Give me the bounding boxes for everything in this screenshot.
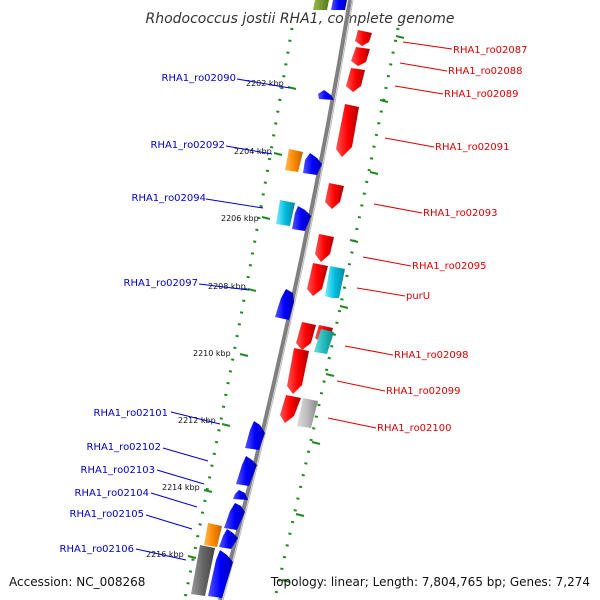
gene-label-right[interactable]: RHA1_ro02099 bbox=[386, 386, 461, 397]
gene-rha1-ro02093[interactable] bbox=[325, 183, 344, 209]
tick-label: 2216 kbp bbox=[146, 550, 184, 559]
gene-rha1-ro02099[interactable] bbox=[287, 348, 309, 394]
gene-rha1-ro02106-gray[interactable] bbox=[191, 545, 215, 596]
gene-rha1-ro02098-b[interactable] bbox=[314, 329, 334, 354]
top-gene-blue bbox=[331, 0, 347, 10]
gene-rha1-ro02088[interactable] bbox=[351, 47, 370, 66]
gene-label-left[interactable]: RHA1_ro02104 bbox=[75, 488, 150, 499]
accession-text: Accession: NC_008268 bbox=[9, 575, 145, 589]
left-labels: RHA1_ro02090 RHA1_ro02092 RHA1_ro02094 R… bbox=[60, 73, 237, 555]
right-leader-lines bbox=[327, 41, 453, 429]
gene-rha1-ro02097[interactable] bbox=[275, 289, 294, 320]
forward-genes bbox=[280, 30, 372, 428]
gene-rha1-ro02092-blue[interactable] bbox=[303, 153, 322, 175]
gene-label-right[interactable]: RHA1_ro02089 bbox=[444, 89, 519, 100]
gene-rha1-ro02100-b[interactable] bbox=[297, 398, 318, 428]
gene-label-right[interactable]: RHA1_ro02088 bbox=[448, 66, 523, 77]
gene-rha1-ro02087[interactable] bbox=[355, 30, 372, 46]
gene-label-right[interactable]: RHA1_ro02093 bbox=[423, 208, 498, 219]
gene-label-left[interactable]: RHA1_ro02094 bbox=[132, 193, 207, 204]
gene-rha1-ro02104[interactable] bbox=[224, 503, 245, 530]
tick-label: 2208 kbp bbox=[208, 282, 246, 291]
gene-rha1-ro02090[interactable] bbox=[318, 90, 334, 100]
gene-rha1-ro02105-orange[interactable] bbox=[204, 523, 222, 547]
reverse-genes bbox=[191, 0, 347, 598]
gene-rha1-ro02094-cyan[interactable] bbox=[276, 200, 295, 226]
gene-rha1-ro02089[interactable] bbox=[346, 68, 365, 92]
gene-rha1-ro02105-blue[interactable] bbox=[219, 529, 238, 549]
gene-rha1-ro02102[interactable] bbox=[236, 456, 257, 486]
gene-rha1-ro02091[interactable] bbox=[336, 104, 359, 157]
tick-marks bbox=[187, 35, 405, 583]
left-leader-lines bbox=[135, 78, 291, 561]
gene-label-left[interactable]: RHA1_ro02090 bbox=[162, 73, 237, 84]
gene-label-right[interactable]: RHA1_ro02091 bbox=[435, 142, 510, 153]
gene-rha1-ro02095a[interactable] bbox=[315, 234, 334, 262]
genome-title: Rhodococcus jostii RHA1, complete genome bbox=[145, 11, 454, 27]
right-track bbox=[273, 27, 400, 599]
gene-label-left[interactable]: RHA1_ro02097 bbox=[124, 278, 199, 289]
gene-label-right[interactable]: RHA1_ro02098 bbox=[394, 350, 469, 361]
tick-label: 2204 kbp bbox=[234, 147, 272, 156]
gene-rha1-ro02092-orange[interactable] bbox=[285, 149, 303, 172]
tick-label: 2214 kbp bbox=[162, 483, 200, 492]
gene-label-left[interactable]: RHA1_ro02106 bbox=[60, 544, 135, 555]
gene-label-right[interactable]: RHA1_ro02087 bbox=[453, 45, 528, 56]
gene-label-left[interactable]: RHA1_ro02103 bbox=[81, 465, 156, 476]
tick-label: 2206 kbp bbox=[221, 214, 259, 223]
topology-text: Topology: linear; Length: 7,804,765 bp; … bbox=[270, 575, 590, 589]
tick-label: 2210 kbp bbox=[193, 349, 231, 358]
gene-rha1-ro02097-fw[interactable] bbox=[296, 322, 316, 350]
gene-label-right[interactable]: purU bbox=[406, 291, 430, 302]
top-gene-green bbox=[313, 0, 329, 10]
gene-label-left[interactable]: RHA1_ro02102 bbox=[87, 442, 162, 453]
tick-labels: 2202 kbp 2204 kbp 2206 kbp 2208 kbp 2210… bbox=[146, 79, 284, 559]
gene-rha1-ro02095b[interactable] bbox=[307, 263, 328, 296]
tick-label: 2212 kbp bbox=[178, 416, 216, 425]
gene-purU[interactable] bbox=[325, 266, 345, 298]
gene-label-left[interactable]: RHA1_ro02101 bbox=[94, 408, 169, 419]
gene-rha1-ro02094-blue[interactable] bbox=[292, 206, 311, 231]
gene-label-left[interactable]: RHA1_ro02092 bbox=[151, 140, 226, 151]
gene-label-right[interactable]: RHA1_ro02095 bbox=[412, 261, 487, 272]
gene-rha1-ro02100-a[interactable] bbox=[280, 395, 301, 423]
gene-label-left[interactable]: RHA1_ro02105 bbox=[70, 509, 145, 520]
gene-rha1-ro02106-blue[interactable] bbox=[208, 550, 233, 598]
right-labels: RHA1_ro02087 RHA1_ro02088 RHA1_ro02089 R… bbox=[377, 45, 528, 434]
gene-rha1-ro02103[interactable] bbox=[233, 490, 248, 500]
gene-rha1-ro02101[interactable] bbox=[245, 421, 265, 450]
gene-label-right[interactable]: RHA1_ro02100 bbox=[377, 423, 452, 434]
